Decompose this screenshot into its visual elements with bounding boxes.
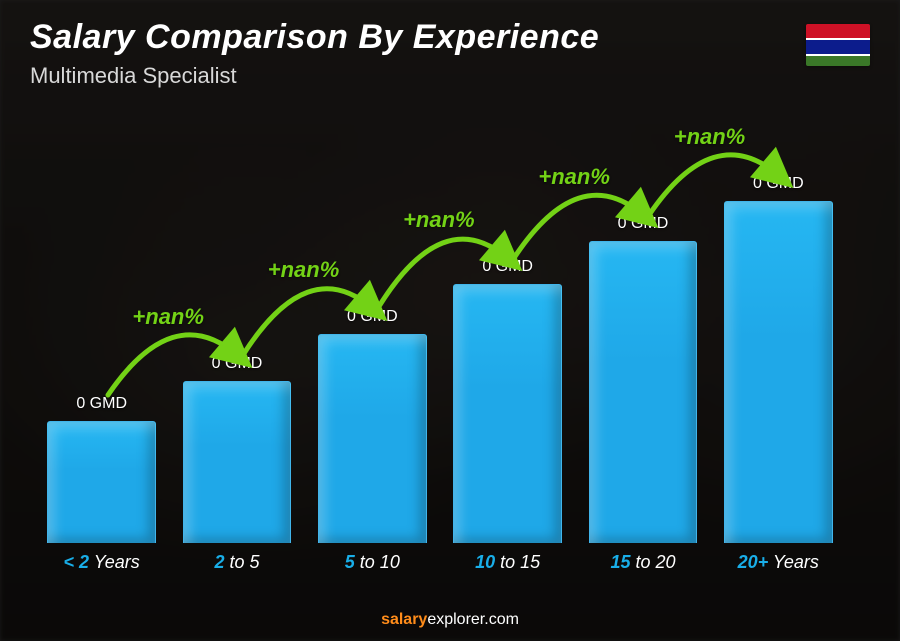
page-subtitle: Multimedia Specialist xyxy=(30,63,870,89)
x-axis-label: 10 to 15 xyxy=(446,552,569,573)
chart-area: 0 GMD 0 GMD 0 GMD 0 GMD 0 GMD 0 GMD < 2 Years… xyxy=(40,160,840,573)
x-axis-label: 2 to 5 xyxy=(175,552,298,573)
bar-value-label: 0 GMD xyxy=(753,175,804,193)
bar-value-label: 0 GMD xyxy=(618,215,669,233)
x-axis-label: < 2 Years xyxy=(40,552,163,573)
bar-slot: 0 GMD xyxy=(175,160,298,543)
bar xyxy=(318,334,427,543)
bar xyxy=(724,201,833,543)
bar-value-label: 0 GMD xyxy=(482,258,533,276)
bar xyxy=(183,381,292,543)
x-axis-label: 5 to 10 xyxy=(311,552,434,573)
content: Salary Comparison By Experience Multimed… xyxy=(0,0,900,641)
bar-value-label: 0 GMD xyxy=(212,355,263,373)
page-title: Salary Comparison By Experience xyxy=(30,18,870,57)
bar-value-label: 0 GMD xyxy=(347,308,398,326)
flag-stripe-red xyxy=(806,24,870,38)
bar-value-label: 0 GMD xyxy=(76,395,127,413)
bars-container: 0 GMD 0 GMD 0 GMD 0 GMD 0 GMD 0 GMD xyxy=(40,160,840,543)
x-labels: < 2 Years 2 to 5 5 to 10 10 to 15 15 to 20 20… xyxy=(40,552,840,573)
bar-slot: 0 GMD xyxy=(40,160,163,543)
x-axis-label: 15 to 20 xyxy=(581,552,704,573)
gambia-flag-icon xyxy=(806,24,870,66)
bar xyxy=(453,284,562,543)
bar xyxy=(47,421,156,543)
bar-slot: 0 GMD xyxy=(446,160,569,543)
x-axis-label: 20+ Years xyxy=(717,552,840,573)
brand-rest: explorer.com xyxy=(427,611,519,628)
bar-slot: 0 GMD xyxy=(581,160,704,543)
bar xyxy=(589,241,698,543)
header: Salary Comparison By Experience Multimed… xyxy=(30,18,870,89)
brand-accent: salary xyxy=(381,611,427,628)
flag-stripe-blue xyxy=(806,40,870,54)
growth-delta-label: +nan% xyxy=(674,124,746,150)
bar-slot: 0 GMD xyxy=(311,160,434,543)
footer-brand: salaryexplorer.com xyxy=(0,611,900,629)
flag-stripe-green xyxy=(806,56,870,66)
bar-slot: 0 GMD xyxy=(717,160,840,543)
